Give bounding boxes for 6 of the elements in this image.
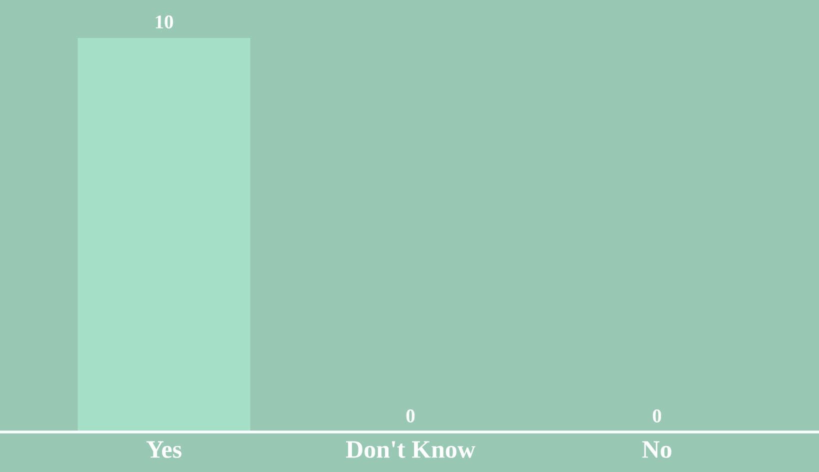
data-label: 10 [156,15,173,28]
x-tick-label: Yes [146,441,182,458]
data-label: 0 [652,409,662,422]
x-tick-label: No [642,441,672,458]
data-label: 0 [406,409,415,422]
x-tick-label: Don't Know [346,441,476,458]
